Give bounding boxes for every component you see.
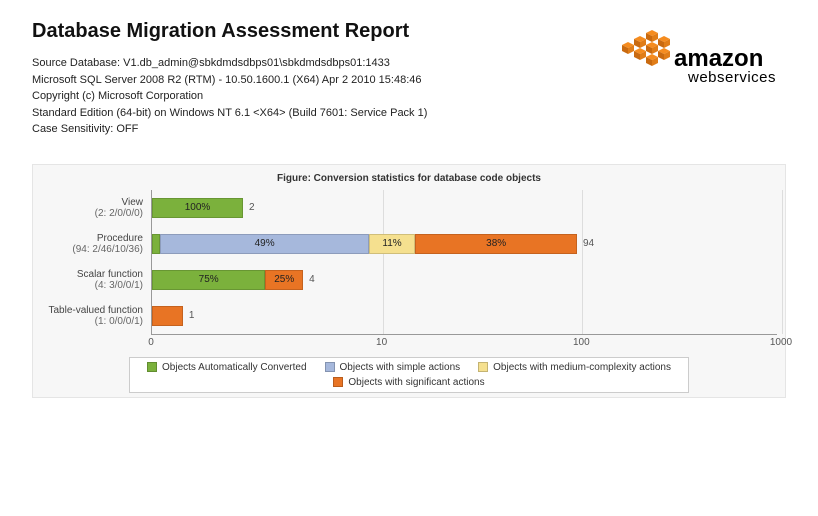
bar-total-label: 4 <box>309 274 315 285</box>
legend-label: Objects with medium-complexity actions <box>493 362 671 373</box>
bar-total-label: 94 <box>583 238 594 249</box>
bar-row: 1 <box>152 298 777 334</box>
legend-item-simple: Objects with simple actions <box>325 362 461 373</box>
stacked-bar <box>152 306 183 326</box>
logo-text-bottom: webservices <box>687 69 776 86</box>
bar-row: 75%25% 4 <box>152 262 777 298</box>
meta-line: Case Sensitivity: OFF <box>32 121 616 138</box>
x-tick-label: 100 <box>573 337 590 348</box>
y-axis-labels: View(2: 2/0/0/0)Procedure(94: 2/46/10/36… <box>41 190 151 335</box>
bar-total-label: 1 <box>189 310 195 321</box>
stacked-bar: 75%25% <box>152 270 303 290</box>
bar-segment-auto: 100% <box>152 198 243 218</box>
chart-title: Figure: Conversion statistics for databa… <box>41 173 777 184</box>
bar-total-label: 2 <box>249 202 255 213</box>
chart-body: View(2: 2/0/0/0)Procedure(94: 2/46/10/36… <box>41 190 777 335</box>
legend-label: Objects Automatically Converted <box>162 362 307 373</box>
legend-item-significant: Objects with significant actions <box>333 377 484 388</box>
bar-row: 49%11%38% 94 <box>152 226 777 262</box>
conversion-chart-panel: Figure: Conversion statistics for databa… <box>32 164 786 398</box>
aws-logo: amazon webservices <box>616 20 786 101</box>
bar-segment-simple: 49% <box>160 234 368 254</box>
x-axis: 0101001000 <box>151 335 781 353</box>
chart-legend: Objects Automatically Converted Objects w… <box>129 357 689 393</box>
bar-segment-significant <box>152 306 183 326</box>
legend-item-auto: Objects Automatically Converted <box>147 362 307 373</box>
meta-line: Copyright (c) Microsoft Corporation <box>32 88 616 105</box>
legend-swatch <box>478 362 488 372</box>
bar-segment-significant: 38% <box>415 234 576 254</box>
x-tick-label: 0 <box>148 337 154 348</box>
stacked-bar: 100% <box>152 198 243 218</box>
bar-row: 100% 2 <box>152 190 777 226</box>
x-tick-label: 1000 <box>770 337 792 348</box>
legend-swatch <box>147 362 157 372</box>
header-text-block: Database Migration Assessment Report Sou… <box>32 20 616 138</box>
legend-item-medium: Objects with medium-complexity actions <box>478 362 671 373</box>
y-axis-row-label: Scalar function(4: 3/0/0/1) <box>41 262 151 298</box>
report-title: Database Migration Assessment Report <box>32 20 616 43</box>
report-header: Database Migration Assessment Report Sou… <box>0 0 818 148</box>
chart-plot-area: 100% 2 49%11%38% 94 75%25% 4 1 <box>151 190 777 335</box>
bar-segment-medium: 11% <box>369 234 416 254</box>
y-axis-row-label: Procedure(94: 2/46/10/36) <box>41 226 151 262</box>
stacked-bar: 49%11%38% <box>152 234 577 254</box>
bar-segment-auto <box>152 234 160 254</box>
meta-line: Source Database: V1.db_admin@sbkdmdsdbps… <box>32 55 616 72</box>
legend-swatch <box>325 362 335 372</box>
meta-line: Microsoft SQL Server 2008 R2 (RTM) - 10.… <box>32 72 616 89</box>
logo-text-top: amazon <box>674 45 763 72</box>
y-axis-row-label: Table-valued function(1: 0/0/0/1) <box>41 298 151 334</box>
x-tick-label: 10 <box>376 337 387 348</box>
legend-swatch <box>333 377 343 387</box>
bar-segment-auto: 75% <box>152 270 265 290</box>
meta-line: Standard Edition (64-bit) on Windows NT … <box>32 105 616 122</box>
y-axis-row-label: View(2: 2/0/0/0) <box>41 190 151 226</box>
gridline <box>782 190 783 334</box>
legend-label: Objects with simple actions <box>340 362 461 373</box>
legend-label: Objects with significant actions <box>348 377 484 388</box>
bar-segment-significant: 25% <box>265 270 303 290</box>
